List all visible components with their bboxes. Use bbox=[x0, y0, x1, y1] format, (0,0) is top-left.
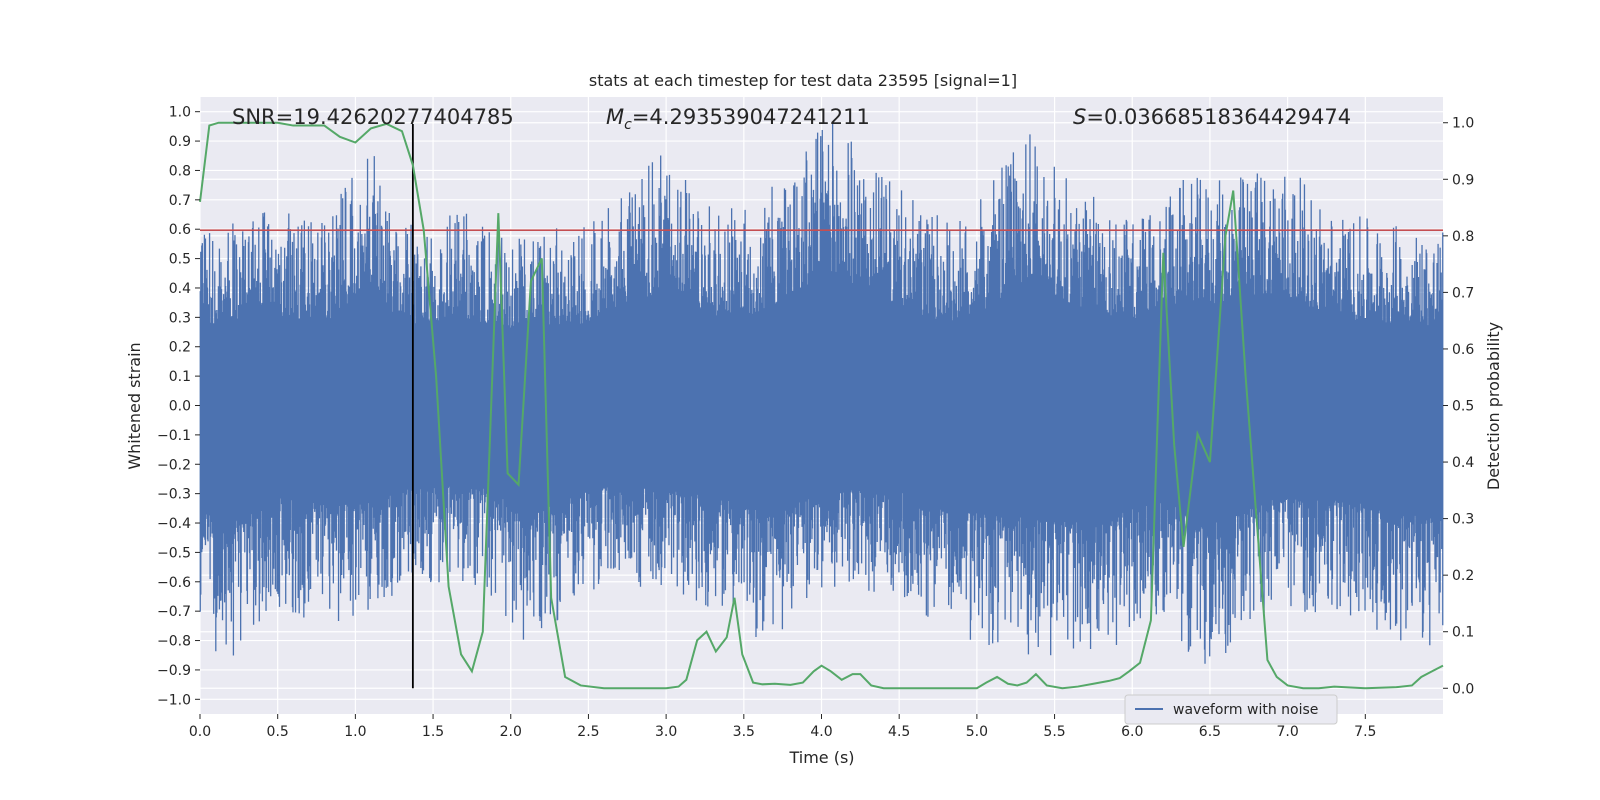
x-tick-label: 0.0 bbox=[189, 724, 211, 740]
y-tick-label-right: 0.6 bbox=[1452, 342, 1474, 358]
y-tick-label-right: 0.1 bbox=[1452, 625, 1474, 641]
y-axis-label-left: Whitened strain bbox=[125, 342, 144, 469]
s-annotation: S=0.03668518364429474 bbox=[1073, 105, 1351, 129]
x-tick-label: 7.5 bbox=[1354, 724, 1376, 740]
x-tick-label: 3.5 bbox=[733, 724, 755, 740]
s-value: =0.03668518364429474 bbox=[1086, 105, 1351, 129]
y-tick-label-right: 0.3 bbox=[1452, 512, 1474, 528]
y-axis-label-right: Detection probability bbox=[1484, 322, 1503, 490]
x-tick-label: 5.0 bbox=[966, 724, 988, 740]
y-tick-label-left: −0.9 bbox=[157, 663, 191, 679]
mc-value: =4.293539047241211 bbox=[632, 105, 870, 129]
y-tick-label-left: 0.0 bbox=[169, 399, 191, 415]
y-tick-label-right: 0.8 bbox=[1452, 229, 1474, 245]
y-tick-label-left: −0.7 bbox=[157, 604, 191, 620]
chart-title: stats at each timestep for test data 235… bbox=[589, 71, 1017, 90]
y-tick-label-left: −0.2 bbox=[157, 457, 191, 473]
x-tick-label: 1.5 bbox=[422, 724, 444, 740]
y-tick-label-left: 0.1 bbox=[169, 369, 191, 385]
y-tick-label-left: −0.6 bbox=[157, 575, 191, 591]
probability-series bbox=[199, 121, 1444, 690]
x-tick-label: 7.0 bbox=[1276, 724, 1298, 740]
y-tick-label-left: 0.5 bbox=[169, 252, 191, 268]
y-tick-label-left: −0.4 bbox=[157, 516, 191, 532]
x-tick-label: 0.5 bbox=[267, 724, 289, 740]
y-tick-label-right: 0.0 bbox=[1452, 681, 1474, 697]
y-tick-label-left: −0.3 bbox=[157, 487, 191, 503]
y-tick-label-right: 0.2 bbox=[1452, 568, 1474, 584]
legend-label: waveform with noise bbox=[1173, 702, 1318, 718]
y-tick-label-left: −0.8 bbox=[157, 634, 191, 650]
x-tick-label: 2.0 bbox=[500, 724, 522, 740]
y-tick-label-left: 0.2 bbox=[169, 340, 191, 356]
y-tick-label-right: 1.0 bbox=[1452, 116, 1474, 132]
y-tick-label-right: 0.9 bbox=[1452, 172, 1474, 188]
y-tick-label-left: 0.4 bbox=[169, 281, 191, 297]
y-tick-label-right: 0.4 bbox=[1452, 455, 1474, 471]
legend: waveform with noise bbox=[1124, 694, 1338, 725]
snr-annotation: SNR=19.42620277404785 bbox=[232, 105, 514, 129]
x-tick-label: 4.0 bbox=[810, 724, 832, 740]
legend-box bbox=[1124, 694, 1338, 725]
x-tick-label: 3.0 bbox=[655, 724, 677, 740]
y-tick-label-left: −0.1 bbox=[157, 428, 191, 444]
mc-symbol: M bbox=[606, 105, 624, 129]
y-tick-label-left: −1.0 bbox=[157, 692, 191, 708]
y-tick-label-left: 0.3 bbox=[169, 310, 191, 326]
x-axis-label: Time (s) bbox=[788, 748, 854, 767]
y-tick-label-right: 0.5 bbox=[1452, 399, 1474, 415]
y-tick-label-left: 0.8 bbox=[169, 163, 191, 179]
x-tick-label: 6.0 bbox=[1121, 724, 1143, 740]
x-tick-label: 6.5 bbox=[1199, 724, 1221, 740]
detection-probability-line bbox=[199, 121, 1444, 690]
x-tick-label: 2.5 bbox=[577, 724, 599, 740]
y-tick-label-left: −0.5 bbox=[157, 545, 191, 561]
y-tick-label-left: 1.0 bbox=[169, 105, 191, 121]
y-tick-label-left: 0.7 bbox=[169, 193, 191, 209]
y-tick-label-left: 0.6 bbox=[169, 222, 191, 238]
y-tick-label-right: 0.7 bbox=[1452, 285, 1474, 301]
x-tick-label: 1.0 bbox=[344, 724, 366, 740]
x-tick-label: 5.5 bbox=[1043, 724, 1065, 740]
s-symbol: S bbox=[1073, 105, 1086, 129]
waveform-line bbox=[199, 122, 1444, 664]
x-tick-label: 4.5 bbox=[888, 724, 910, 740]
waveform-series bbox=[199, 122, 1444, 664]
tick-labels: 0.0 0.5 1.0 1.5 2.0 2.5 3.0 3.5 4.0 4.5 5.0 5.5 6.0 6… bbox=[157, 105, 1474, 740]
mc-subscript: c bbox=[624, 117, 632, 133]
y-tick-label-left: 0.9 bbox=[169, 134, 191, 150]
mc-annotation: Mc=4.293539047241211 bbox=[606, 105, 870, 133]
